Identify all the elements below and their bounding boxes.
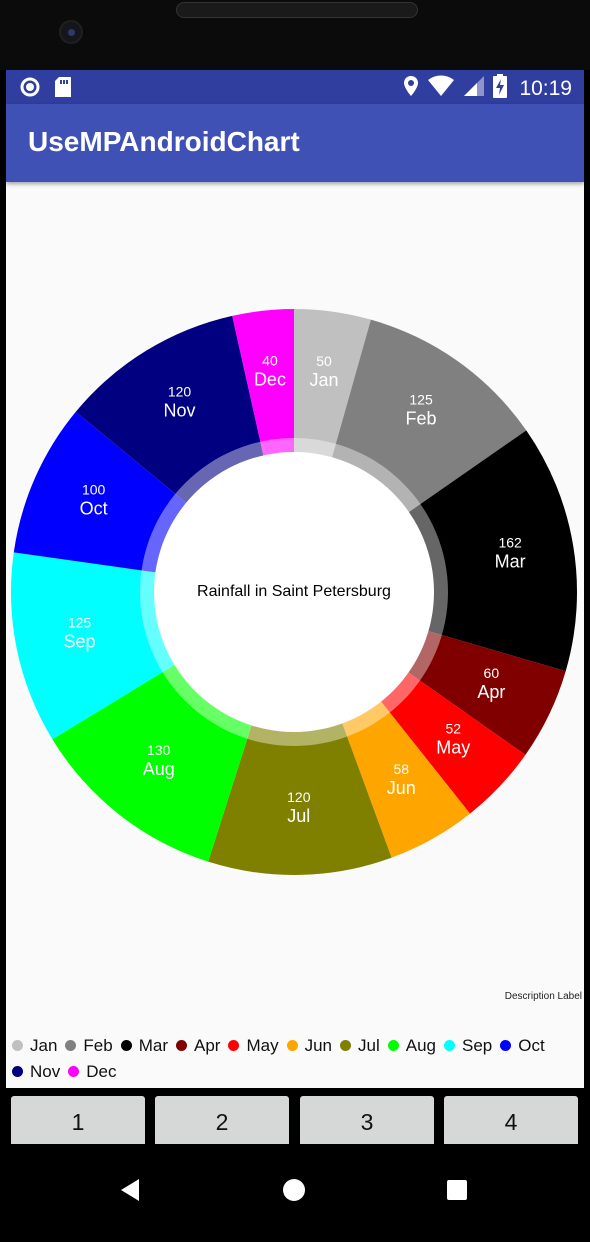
button-4[interactable]: 4	[444, 1096, 578, 1149]
legend-item-apr: Apr	[176, 1036, 220, 1055]
slice-value-label: 120	[168, 383, 192, 399]
legend-item-oct: Oct	[500, 1035, 545, 1055]
legend-item-nov: Nov	[12, 1062, 60, 1081]
slice-category-label: Aug	[143, 759, 175, 779]
legend-item-feb: Feb	[65, 1035, 113, 1055]
legend-label: Jul	[358, 1035, 380, 1055]
front-camera	[59, 20, 83, 44]
slice-category-label: Jun	[387, 778, 416, 798]
slice-category-label: Nov	[163, 400, 195, 420]
legend-item-jun: Jun	[286, 1035, 333, 1055]
legend-label: Oct	[518, 1035, 545, 1055]
legend-label: May	[246, 1035, 279, 1055]
slice-category-label: Jan	[310, 370, 339, 390]
legend-label: Aug	[405, 1035, 436, 1055]
legend-swatch	[12, 1040, 23, 1051]
recents-icon[interactable]	[446, 1179, 468, 1206]
legend-swatch	[68, 1066, 80, 1077]
legend-item-aug: Aug	[387, 1035, 436, 1055]
wifi-icon	[427, 75, 455, 102]
chart-legend: Jan Feb Mar Apr May Jun Jul Aug Sep Oct Nov Dec	[12, 1036, 582, 1081]
slice-category-label: Dec	[254, 369, 286, 389]
slice-category-label: Jul	[287, 806, 310, 826]
legend-label: Mar	[138, 1035, 168, 1055]
slice-value-label: 125	[409, 392, 433, 408]
legend-swatch	[340, 1040, 352, 1051]
button-1[interactable]: 1	[11, 1096, 145, 1149]
button-2[interactable]: 2	[155, 1096, 289, 1149]
status-bar: 10:19	[6, 70, 584, 104]
legend-label: Feb	[83, 1035, 113, 1055]
earpiece-speaker	[176, 2, 418, 18]
battery-charging-icon	[493, 74, 508, 103]
slice-value-label: 50	[316, 353, 332, 369]
slice-value-label: 120	[287, 789, 311, 805]
slice-value-label: 125	[68, 614, 92, 630]
sync-icon	[20, 77, 40, 102]
legend-swatch	[387, 1040, 399, 1051]
legend-swatch	[65, 1040, 77, 1051]
slice-category-label: Feb	[406, 409, 437, 429]
device-top-bezel	[0, 0, 590, 70]
screen: 10:19 UseMPAndroidChart 50 Jan 125 Feb 162 Ma…	[6, 70, 584, 1225]
status-clock: 10:19	[519, 76, 572, 100]
legend-item-jan: Jan	[12, 1036, 57, 1055]
pie-chart[interactable]: 50Jan125Feb162Mar60Apr52May58Jun120Jul13…	[6, 182, 584, 1022]
legend-item-may: May	[228, 1035, 279, 1055]
center-text: Rainfall in Saint Petersburg	[197, 583, 391, 600]
legend-label: Jan	[30, 1035, 58, 1055]
button-3[interactable]: 3	[300, 1096, 434, 1149]
app-title: UseMPAndroidChart	[28, 126, 300, 157]
back-icon[interactable]	[117, 1177, 143, 1208]
legend-label: Apr	[194, 1035, 221, 1055]
slice-value-label: 58	[393, 761, 409, 777]
legend-swatch	[444, 1040, 455, 1051]
location-icon	[403, 75, 419, 102]
slice-value-label: 130	[147, 742, 171, 758]
legend-item-jul: Jul	[340, 1036, 380, 1055]
legend-label: Nov	[30, 1061, 61, 1081]
slice-category-label: Apr	[477, 682, 505, 702]
slice-category-label: Sep	[64, 631, 96, 651]
slice-category-label: Mar	[495, 552, 526, 572]
legend-swatch	[120, 1040, 132, 1051]
legend-item-mar: Mar	[120, 1035, 168, 1055]
slice-value-label: 52	[445, 720, 461, 736]
slice-value-label: 100	[82, 482, 106, 498]
legend-label: Sep	[462, 1035, 493, 1055]
legend-swatch	[228, 1040, 240, 1051]
slice-category-label: Oct	[80, 499, 108, 519]
hole-center	[154, 452, 434, 732]
legend-swatch	[286, 1040, 298, 1051]
description-label: Description Label	[504, 991, 582, 1002]
legend-item-sep: Sep	[444, 1036, 492, 1055]
sd-card-icon	[54, 76, 72, 103]
legend-swatch	[12, 1066, 23, 1077]
slice-value-label: 40	[262, 352, 278, 368]
cell-signal-icon	[463, 75, 485, 102]
legend-swatch	[500, 1040, 512, 1051]
legend-label: Dec	[86, 1061, 117, 1081]
slice-category-label: May	[436, 737, 470, 757]
pie-slice-jul[interactable]	[208, 592, 392, 875]
legend-swatch	[176, 1040, 187, 1051]
legend-label: Jun	[304, 1035, 333, 1055]
app-bar: UseMPAndroidChart	[6, 104, 584, 182]
navigation-bar	[6, 1144, 584, 1225]
home-icon[interactable]	[282, 1178, 306, 1207]
slice-value-label: 60	[484, 665, 500, 681]
slice-value-label: 162	[498, 535, 522, 551]
legend-item-dec: Dec	[68, 1062, 116, 1081]
